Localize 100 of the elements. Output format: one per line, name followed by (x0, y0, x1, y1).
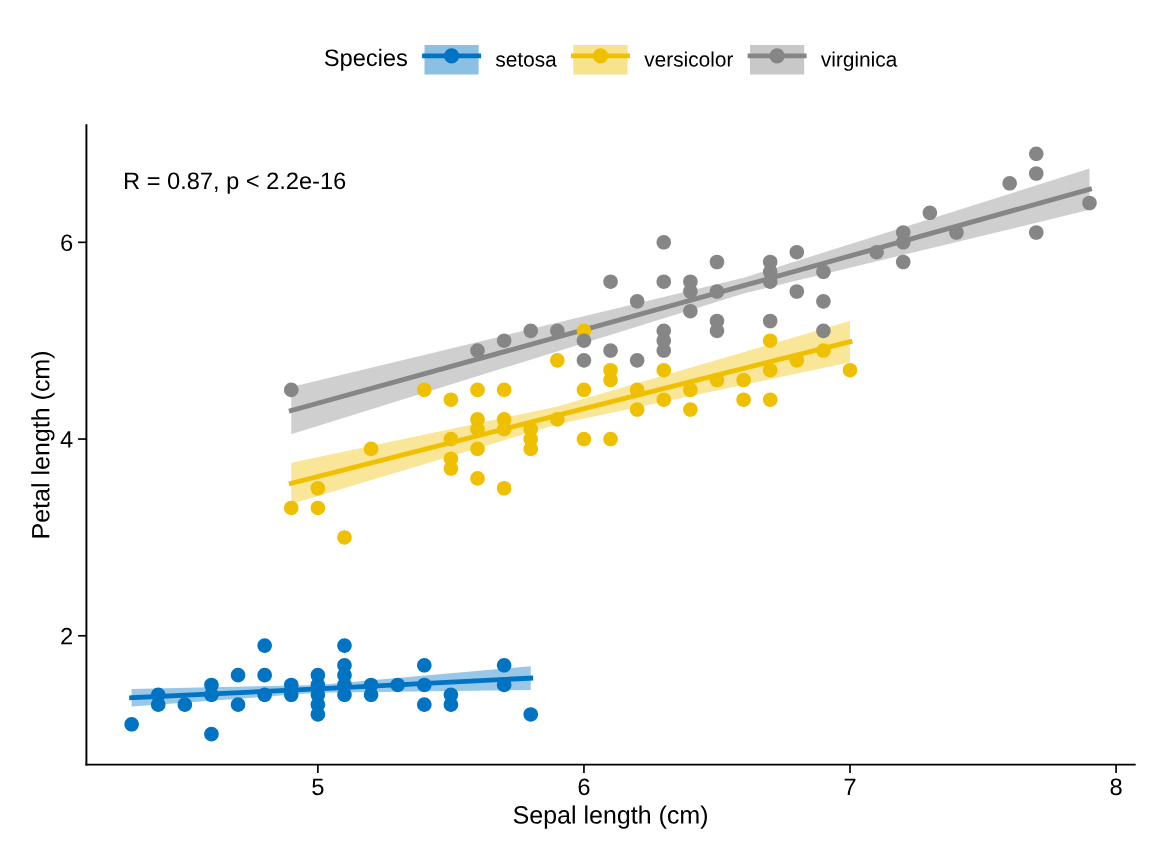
point (736, 372, 751, 388)
point (496, 658, 512, 673)
point (656, 333, 672, 348)
y-tick-label: 2 (61, 627, 73, 645)
legend-label: versicolor (644, 51, 734, 67)
point (789, 244, 805, 260)
y-tick-label: 4 (60, 431, 73, 448)
point (470, 471, 485, 486)
point (709, 372, 725, 388)
point (417, 382, 432, 398)
point (1028, 166, 1044, 181)
point (470, 382, 485, 398)
point (629, 382, 645, 398)
point (816, 294, 831, 309)
point (762, 362, 778, 378)
point (683, 402, 698, 417)
point (257, 687, 272, 703)
legend-label: virginica (820, 51, 898, 71)
point (816, 343, 831, 358)
point (310, 480, 326, 496)
point (523, 707, 539, 722)
point (683, 303, 698, 319)
point (736, 392, 751, 407)
point (816, 323, 831, 339)
point (922, 205, 938, 221)
point (656, 274, 672, 289)
point (789, 353, 805, 368)
point (363, 687, 379, 703)
point (949, 225, 964, 240)
x-tick-label: 7 (844, 778, 856, 795)
point (576, 333, 592, 348)
point (470, 412, 485, 427)
point (762, 333, 778, 348)
point (895, 254, 911, 270)
point (417, 658, 432, 673)
point (683, 382, 698, 398)
point (1028, 225, 1044, 240)
point (230, 667, 246, 683)
point (816, 264, 831, 280)
point (443, 431, 459, 447)
point (1028, 146, 1044, 162)
point (283, 382, 299, 398)
point (762, 313, 778, 329)
point (629, 402, 645, 417)
x-tick-label: 6 (578, 778, 590, 796)
point (895, 235, 911, 250)
legend-title: Species (324, 48, 407, 71)
x-axis-title: Sepal length (cm) (513, 805, 707, 829)
point (550, 353, 565, 368)
point (496, 333, 512, 348)
point (603, 274, 618, 289)
point (417, 697, 432, 712)
point (417, 677, 432, 693)
point (656, 235, 672, 250)
x-tick-label: 5 (312, 778, 324, 796)
point (603, 431, 618, 447)
point (337, 638, 352, 653)
point (576, 353, 592, 368)
point (257, 638, 272, 653)
point (310, 500, 326, 516)
point (709, 254, 725, 270)
y-axis-title: Petal length (cm) (31, 352, 55, 538)
point (443, 697, 459, 712)
point (523, 323, 539, 339)
x-tick-label: 8 (1110, 778, 1122, 796)
point (177, 697, 193, 712)
point (842, 362, 858, 378)
point (390, 677, 405, 693)
point (150, 697, 166, 712)
point (310, 697, 326, 712)
point (683, 284, 698, 299)
point (789, 284, 805, 299)
point (869, 244, 884, 260)
point (550, 412, 565, 427)
annotation: R = 0.87, p < 2.2e-16 (125, 172, 346, 194)
point (656, 362, 672, 378)
point (629, 353, 645, 368)
point (257, 667, 272, 683)
y-tick-label: 6 (61, 234, 73, 252)
point (576, 431, 592, 447)
point (124, 717, 139, 732)
point (656, 392, 672, 407)
point (204, 726, 219, 742)
point (443, 461, 459, 476)
point (1002, 176, 1017, 191)
point (576, 382, 592, 398)
point (337, 530, 352, 545)
point (496, 382, 512, 398)
point (629, 294, 645, 309)
point (709, 284, 725, 299)
point (283, 500, 299, 516)
point (230, 697, 246, 712)
point (363, 441, 379, 457)
point (443, 392, 459, 407)
point (470, 441, 485, 457)
point (603, 343, 618, 358)
point (762, 392, 778, 407)
legend-label: setosa (495, 53, 557, 67)
point (470, 343, 485, 358)
point (496, 480, 512, 496)
